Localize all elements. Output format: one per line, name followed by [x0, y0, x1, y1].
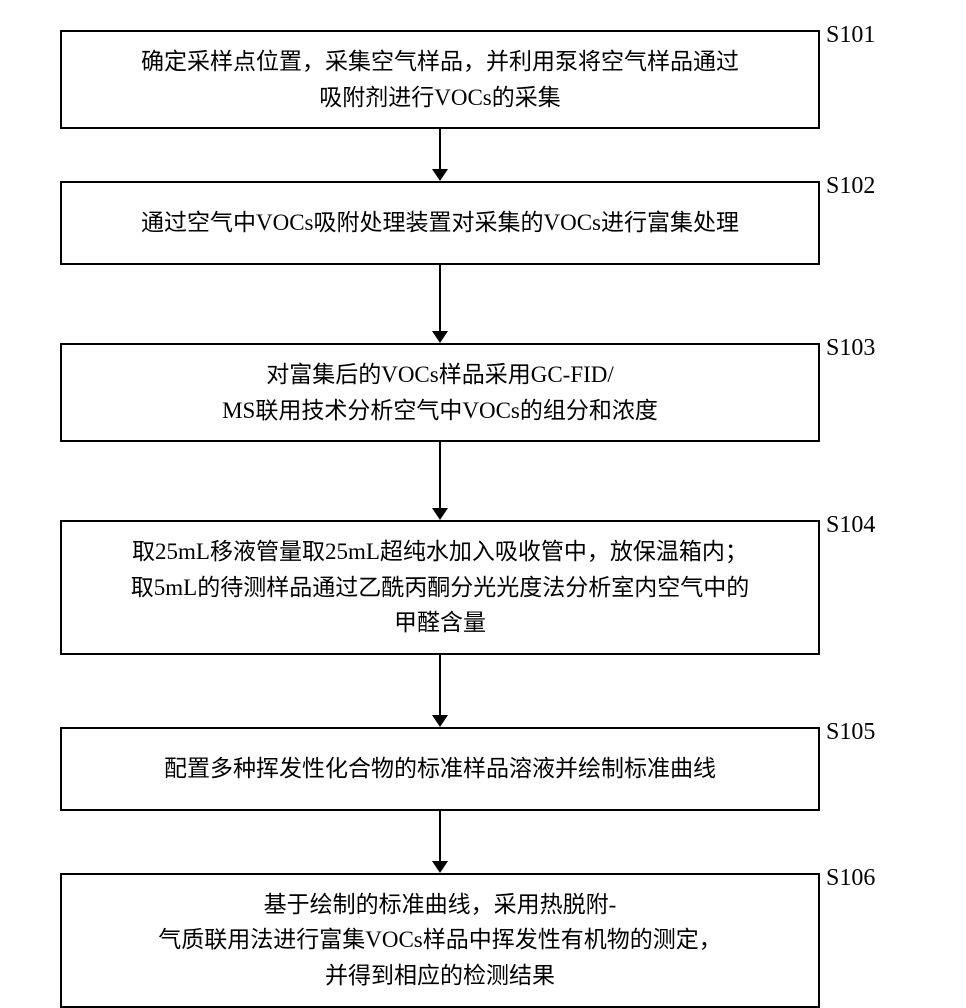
- step-box-4: 取25mL移液管量取25mL超纯水加入吸收管中，放保温箱内； 取5mL的待测样品…: [60, 520, 820, 655]
- step-2-line-1: 通过空气中VOCs吸附处理装置对采集的VOCs进行富集处理: [141, 205, 739, 241]
- step-label-2: S102: [826, 173, 875, 200]
- step-3-line-2: MS联用技术分析空气中VOCs的组分和浓度: [222, 393, 658, 429]
- step-label-5: S105: [826, 719, 875, 746]
- step-4-line-1: 取25mL移液管量取25mL超纯水加入吸收管中，放保温箱内；: [132, 534, 748, 570]
- arrow-down-icon: [430, 811, 450, 873]
- step-box-5: 配置多种挥发性化合物的标准样品溶液并绘制标准曲线: [60, 727, 820, 811]
- arrow-down-icon: [430, 265, 450, 343]
- step-row-2: 通过空气中VOCs吸附处理装置对采集的VOCs进行富集处理 S102: [60, 181, 910, 265]
- arrow-wrap-5: [60, 811, 820, 873]
- step-6-line-1: 基于绘制的标准曲线，采用热脱附-: [264, 887, 617, 923]
- step-1-line-1: 确定采样点位置，采集空气样品，并利用泵将空气样品通过: [141, 44, 739, 80]
- arrow-down-icon: [430, 442, 450, 520]
- arrow-wrap-2: [60, 265, 820, 343]
- step-3-line-1: 对富集后的VOCs样品采用GC-FID/: [266, 357, 614, 393]
- step-label-6: S106: [826, 865, 875, 892]
- arrow-down-icon: [430, 655, 450, 727]
- flowchart-container: 确定采样点位置，采集空气样品，并利用泵将空气样品通过 吸附剂进行VOCs的采集 …: [60, 30, 910, 1008]
- arrow-wrap-1: [60, 129, 820, 181]
- arrow-wrap-4: [60, 655, 820, 727]
- step-5-line-1: 配置多种挥发性化合物的标准样品溶液并绘制标准曲线: [164, 751, 716, 787]
- arrow-wrap-3: [60, 442, 820, 520]
- step-label-3: S103: [826, 335, 875, 362]
- step-row-4: 取25mL移液管量取25mL超纯水加入吸收管中，放保温箱内； 取5mL的待测样品…: [60, 520, 910, 655]
- step-4-line-3: 甲醛含量: [394, 605, 486, 641]
- step-6-line-3: 并得到相应的检测结果: [325, 958, 555, 994]
- step-label-1: S101: [826, 22, 875, 49]
- step-box-3: 对富集后的VOCs样品采用GC-FID/ MS联用技术分析空气中VOCs的组分和…: [60, 343, 820, 442]
- step-6-line-2: 气质联用法进行富集VOCs样品中挥发性有机物的测定，: [158, 922, 722, 958]
- step-label-4: S104: [826, 512, 875, 539]
- step-box-6: 基于绘制的标准曲线，采用热脱附- 气质联用法进行富集VOCs样品中挥发性有机物的…: [60, 873, 820, 1008]
- step-row-1: 确定采样点位置，采集空气样品，并利用泵将空气样品通过 吸附剂进行VOCs的采集 …: [60, 30, 910, 129]
- arrow-down-icon: [430, 129, 450, 181]
- step-row-6: 基于绘制的标准曲线，采用热脱附- 气质联用法进行富集VOCs样品中挥发性有机物的…: [60, 873, 910, 1008]
- step-4-line-2: 取5mL的待测样品通过乙酰丙酮分光光度法分析室内空气中的: [131, 570, 749, 606]
- step-1-line-2: 吸附剂进行VOCs的采集: [319, 80, 561, 116]
- step-box-2: 通过空气中VOCs吸附处理装置对采集的VOCs进行富集处理: [60, 181, 820, 265]
- step-row-3: 对富集后的VOCs样品采用GC-FID/ MS联用技术分析空气中VOCs的组分和…: [60, 343, 910, 442]
- step-box-1: 确定采样点位置，采集空气样品，并利用泵将空气样品通过 吸附剂进行VOCs的采集: [60, 30, 820, 129]
- step-row-5: 配置多种挥发性化合物的标准样品溶液并绘制标准曲线 S105: [60, 727, 910, 811]
